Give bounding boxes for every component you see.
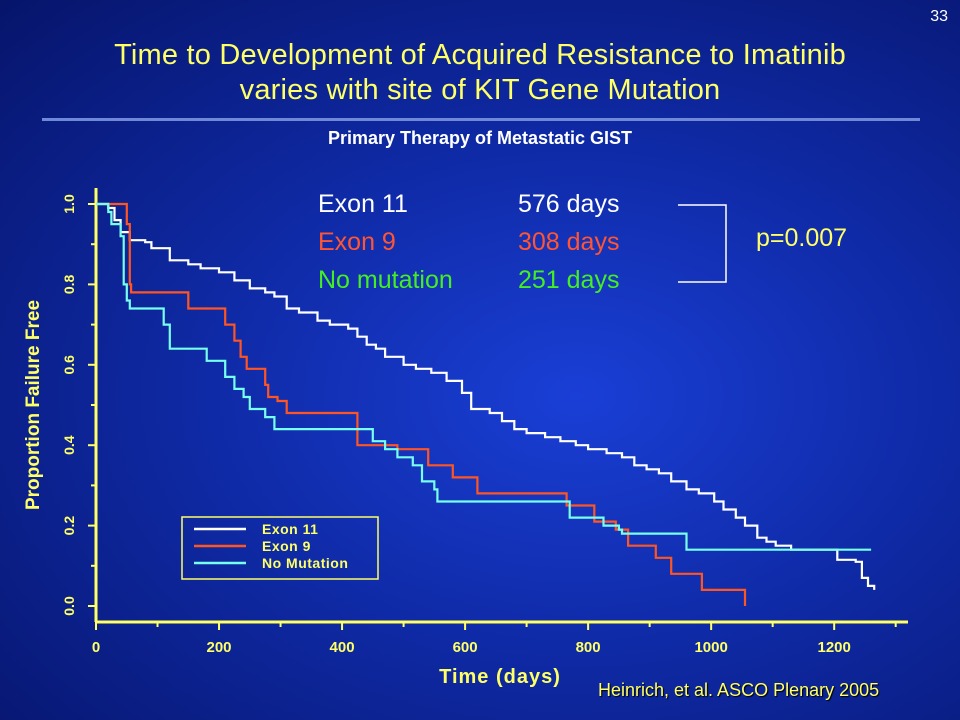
series-line-nomut — [96, 202, 872, 551]
y-tick-label: 0.4 — [61, 435, 77, 455]
y-tick-label: 0.0 — [61, 596, 77, 616]
stat-exon9-value: 308 days — [518, 228, 620, 256]
title-line-1: Time to Development of Acquired Resistan… — [114, 39, 846, 71]
x-tick-label: 0 — [92, 639, 100, 656]
legend-label: Exon 9 — [262, 538, 311, 554]
y-tick-label: 0.2 — [61, 516, 77, 536]
legend-label: Exon 11 — [262, 521, 318, 537]
y-tick-label: 0.6 — [61, 355, 77, 375]
legend-label: No Mutation — [262, 555, 348, 571]
title-divider — [42, 118, 920, 121]
y-tick-label: 1.0 — [61, 194, 77, 214]
chart-subtitle: Primary Therapy of Metastatic GIST — [327, 128, 633, 148]
x-tick-label: 200 — [207, 639, 232, 656]
stat-exon9: Exon 9 308 days — [318, 228, 619, 257]
x-tick-label: 400 — [330, 639, 355, 656]
chart-series — [96, 202, 876, 606]
citation: Heinrich, et al. ASCO Plenary 2005 — [598, 680, 880, 700]
stat-exon11-label: Exon 11 — [318, 190, 408, 218]
x-tick-label: 1200 — [817, 639, 850, 656]
stat-nomutation-label: No mutation — [318, 266, 453, 294]
x-tick-label: 1000 — [694, 639, 727, 656]
title-line-2: varies with site of KIT Gene Mutation — [239, 74, 721, 106]
stat-nomutation-value: 251 days — [518, 266, 620, 294]
p-value: p=0.007 — [756, 224, 848, 252]
series-line-exon9 — [96, 202, 747, 606]
slide-title: Time to Development of Acquired Resistan… — [0, 38, 960, 108]
stat-exon11: Exon 11 576 days — [318, 190, 619, 219]
stat-exon11-value: 576 days — [518, 190, 620, 218]
x-tick-label: 800 — [576, 639, 601, 656]
chart-axes: 0 200 400 600 800 1000 1200 0.0 0.2 0.4 0.6 0.8 1.0 T… — [23, 188, 908, 688]
stat-exon9-label: Exon 9 — [318, 228, 396, 256]
significance-bracket — [678, 204, 727, 283]
series-line-exon11 — [96, 202, 876, 590]
y-axis-label: Proportion Failure Free — [23, 300, 44, 510]
y-tick-label: 0.8 — [61, 274, 77, 294]
stat-nomutation: No mutation 251 days — [318, 266, 619, 295]
legend-box — [181, 516, 379, 580]
slide-number: 33 — [930, 8, 948, 25]
x-tick-label: 600 — [453, 639, 478, 656]
x-axis-label: Time (days) — [439, 666, 561, 688]
